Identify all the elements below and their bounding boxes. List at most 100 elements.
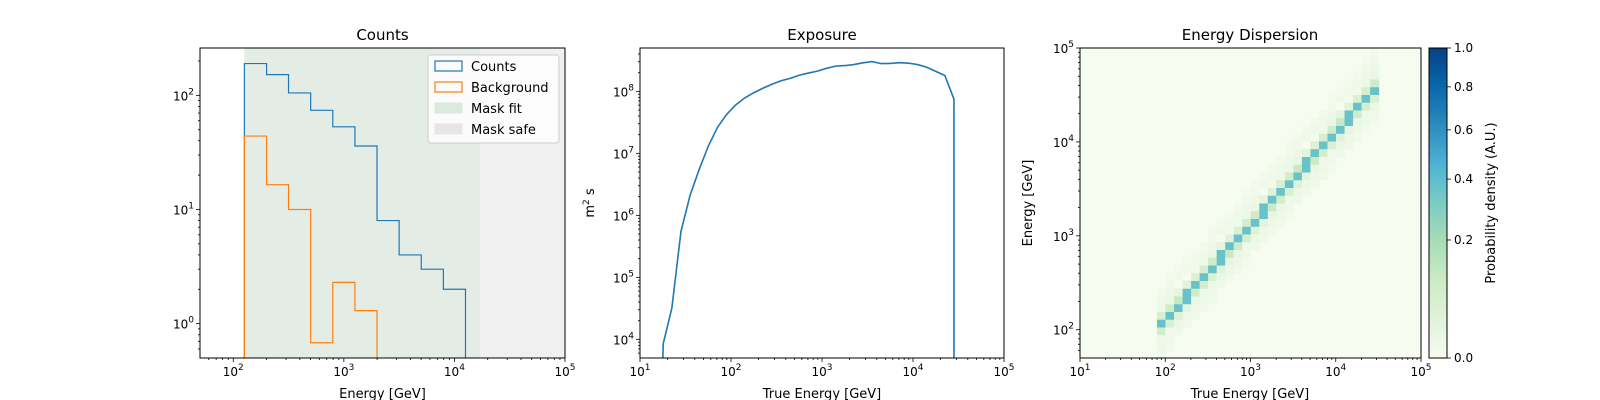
edisp-cell — [1156, 342, 1167, 351]
edisp-cell — [1284, 187, 1294, 196]
edisp-cell — [1250, 210, 1260, 219]
edisp-cell — [1293, 133, 1303, 142]
edisp-x-tick-label-2: 103 — [1240, 363, 1261, 379]
edisp-cell — [1310, 117, 1320, 126]
exposure-x-tick-label-4: 105 — [993, 363, 1014, 379]
edisp-cell — [1276, 179, 1286, 188]
edisp-cell — [1344, 102, 1354, 111]
edisp-cell — [1336, 94, 1346, 103]
edisp-cell — [1259, 218, 1269, 227]
edisp-cell — [1310, 172, 1320, 181]
exposure-line — [662, 60, 955, 358]
edisp-cell — [1353, 94, 1363, 103]
edisp-cell — [1284, 203, 1294, 212]
edisp-cell — [1259, 172, 1269, 181]
edisp-cell — [1276, 218, 1286, 227]
edisp-cell — [1174, 303, 1184, 312]
edisp-cell — [1259, 210, 1269, 219]
edisp-cell — [1242, 210, 1252, 219]
edisp-cell — [1276, 187, 1286, 196]
edisp-cell — [1310, 133, 1320, 142]
legend-label-mask-fit: Mask fit — [471, 102, 522, 117]
edisp-cell — [1336, 110, 1346, 119]
counts-panel: Counts 102 103 104 105 100 101 102 Energy [GeV… — [173, 26, 576, 400]
histogram-counts — [243, 62, 467, 358]
edisp-cell — [1327, 110, 1337, 119]
edisp-cell — [1327, 156, 1337, 165]
exposure-panel: Exposure 101 102 103 104 105104105106107108 … — [582, 26, 1015, 400]
edisp-cell — [1191, 296, 1201, 305]
edisp-cell — [1250, 203, 1260, 212]
edisp-cell — [1174, 288, 1184, 297]
edisp-y-tick-label-0: 102 — [1053, 322, 1074, 338]
edisp-cell — [1318, 164, 1328, 173]
edisp-cell — [1199, 280, 1209, 289]
counts-xlabel: Energy [GeV] — [339, 387, 426, 400]
edisp-cell — [1225, 218, 1235, 227]
counts-x-tick-label-3: 105 — [554, 363, 575, 379]
edisp-cell — [1233, 234, 1243, 243]
edisp-cell — [1250, 226, 1260, 235]
edisp-cell — [1327, 125, 1337, 134]
edisp-cell — [1199, 272, 1209, 281]
edisp-cell — [1208, 296, 1218, 305]
edisp-cell — [1208, 249, 1218, 258]
edisp-cell — [1199, 241, 1209, 250]
edisp-cell — [1344, 86, 1354, 95]
edisp-cell — [1242, 249, 1252, 258]
edisp-cell — [1225, 241, 1235, 250]
edisp-cell — [1276, 156, 1286, 165]
edisp-cell — [1242, 257, 1252, 266]
edisp-cell — [1301, 156, 1311, 165]
edisp-cell — [1301, 148, 1311, 157]
edisp-cell — [1361, 94, 1371, 103]
edisp-cell — [1361, 86, 1371, 95]
edisp-cell — [1199, 296, 1209, 305]
edisp-cell — [1225, 234, 1235, 243]
edisp-cell — [1156, 288, 1167, 297]
edisp-cell — [1242, 226, 1252, 235]
edisp-cell — [1353, 133, 1363, 142]
edisp-cell — [1370, 86, 1380, 95]
edisp-cell — [1250, 187, 1260, 196]
edisp-cell — [1284, 179, 1294, 188]
edisp-cell — [1233, 210, 1243, 219]
edisp-cell — [1293, 179, 1303, 188]
counts-legend: Counts Background Mask fit Mask safe — [427, 54, 560, 144]
edisp-cell — [1284, 148, 1294, 157]
edisp-cell — [1344, 133, 1354, 142]
edisp-x-tick-label-3: 104 — [1325, 363, 1346, 379]
edisp-cell — [1174, 265, 1184, 274]
edisp-cell — [1182, 303, 1192, 312]
edisp-cell — [1242, 195, 1252, 204]
edisp-cell — [1191, 288, 1201, 297]
edisp-cell — [1318, 156, 1328, 165]
edisp-cell — [1156, 319, 1167, 328]
edisp-cell — [1182, 296, 1192, 305]
edisp-cell — [1182, 257, 1192, 266]
exposure-y-tick-label-0: 104 — [613, 331, 634, 347]
edisp-cell — [1310, 148, 1320, 157]
edisp-cell — [1242, 187, 1252, 196]
legend-swatch-mask-fit — [434, 102, 463, 114]
edisp-cell — [1276, 203, 1286, 212]
edisp-cell — [1293, 148, 1303, 157]
edisp-cell — [1353, 125, 1363, 134]
edisp-cell — [1361, 79, 1371, 88]
edisp-cell — [1208, 272, 1218, 281]
edisp-cell — [1165, 311, 1175, 320]
edisp-cell — [1361, 125, 1371, 134]
edisp-cell — [1156, 296, 1167, 305]
edisp-cell — [1156, 350, 1167, 358]
edisp-cell — [1301, 164, 1311, 173]
edisp-cell — [1233, 241, 1243, 250]
edisp-cell — [1344, 117, 1354, 126]
edisp-cell — [1361, 71, 1371, 80]
edisp-cell — [1165, 296, 1175, 305]
edisp-cell — [1191, 265, 1201, 274]
edisp-cell — [1216, 265, 1226, 274]
histogram-background — [243, 135, 378, 358]
edisp-cell — [1225, 272, 1235, 281]
edisp-cell — [1199, 257, 1209, 266]
edisp-cell — [1327, 117, 1337, 126]
